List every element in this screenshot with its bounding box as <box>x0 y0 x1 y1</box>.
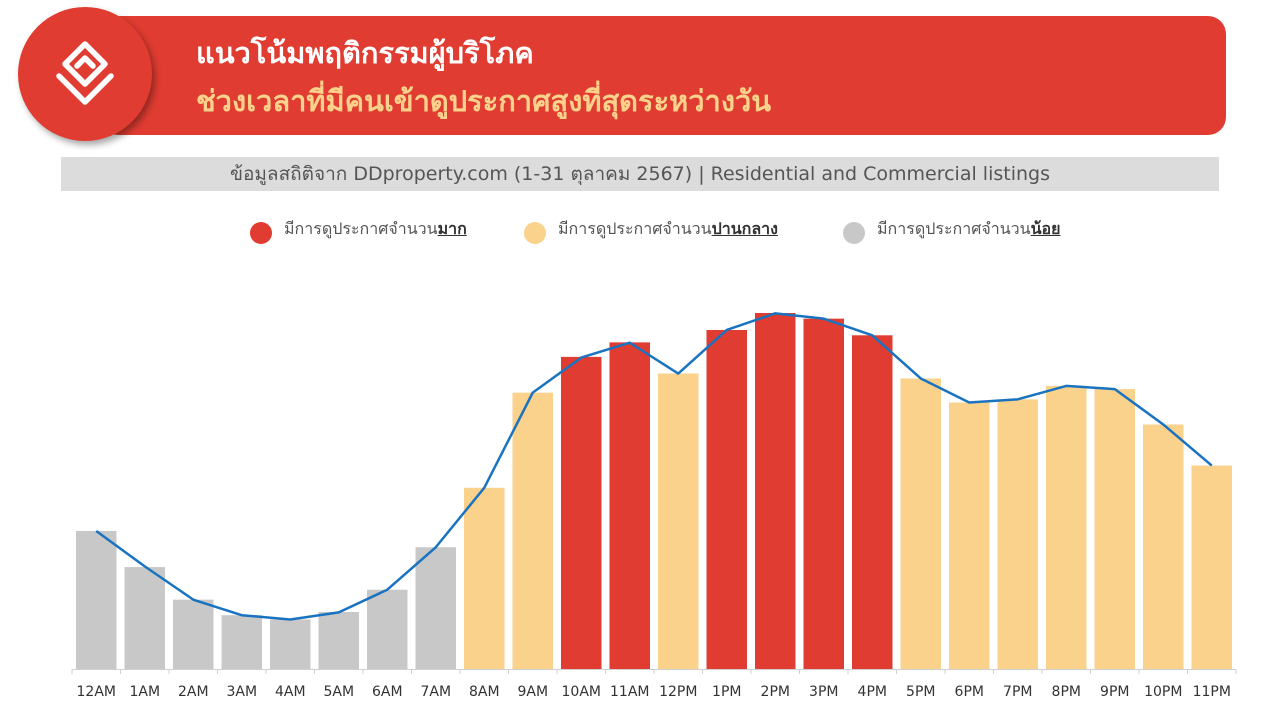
legend-dot-medium <box>524 222 546 244</box>
x-tick-label: 1PM <box>712 684 741 700</box>
bar-7AM <box>415 547 456 669</box>
source-text: ข้อมูลสถิติจาก DDproperty.com (1-31 ตุลา… <box>230 163 1050 185</box>
bar-7PM <box>997 399 1038 669</box>
x-tick-label: 7PM <box>1003 684 1032 700</box>
trend-line <box>95 312 1213 621</box>
x-tick-label: 6PM <box>955 684 984 700</box>
legend-label-bold: น้อย <box>1030 218 1061 238</box>
bar-9PM <box>1094 389 1135 669</box>
logo-badge <box>18 7 152 141</box>
bar-6AM <box>367 589 408 669</box>
legend-dot-high <box>250 222 272 244</box>
source-note: ข้อมูลสถิติจาก DDproperty.com (1-31 ตุลา… <box>61 157 1219 191</box>
bar-5PM <box>900 378 941 669</box>
bar-2PM <box>755 313 796 669</box>
bar-1AM <box>124 567 165 669</box>
legend-label-prefix: มีการดูประกาศจำนวน <box>284 218 438 238</box>
header-banner <box>100 16 1226 135</box>
x-tick-label: 9AM <box>517 684 548 700</box>
bar-11PM <box>1191 465 1232 669</box>
legend-dot-low <box>843 222 865 244</box>
x-tick-label: 3AM <box>226 684 257 700</box>
bar-3PM <box>803 318 844 669</box>
legend-item-low: มีการดูประกาศจำนวน น้อย <box>843 214 1061 244</box>
bar-4PM <box>852 335 893 669</box>
bar-6PM <box>949 402 990 669</box>
bar-4AM <box>270 619 311 669</box>
x-tick-label: 4PM <box>858 684 887 700</box>
legend-label-bold: มาก <box>437 218 467 238</box>
x-tick-label: 7AM <box>420 684 451 700</box>
bar-11AM <box>609 342 650 669</box>
legend-item-high: มีการดูประกาศจำนวน มาก <box>250 214 467 244</box>
x-tick-label: 9PM <box>1100 684 1129 700</box>
x-tick-label: 11PM <box>1193 684 1231 700</box>
page-title: แนวโน้มพฤติกรรมผู้บริโภค <box>196 36 534 70</box>
x-tick-label: 6AM <box>372 684 403 700</box>
page-subtitle: ช่วงเวลาที่มีคนเข้าดูประกาศสูงที่สุดระหว… <box>196 84 772 118</box>
legend-label-prefix: มีการดูประกาศจำนวน <box>877 218 1031 238</box>
bar-5AM <box>318 612 359 669</box>
x-tick-label: 11AM <box>610 684 649 700</box>
bar-12PM <box>658 373 699 669</box>
x-tick-label: 12PM <box>659 684 697 700</box>
x-tick-label: 8PM <box>1052 684 1081 700</box>
bar-1PM <box>706 329 747 669</box>
x-tick-label: 5AM <box>323 684 354 700</box>
bar-8PM <box>1046 385 1087 669</box>
x-tick-label: 10AM <box>562 684 601 700</box>
legend-label-bold: ปานกลาง <box>711 218 778 238</box>
x-tick-label: 1AM <box>129 684 160 700</box>
bar-8AM <box>464 487 505 669</box>
legend-item-medium: มีการดูประกาศจำนวน ปานกลาง <box>524 214 778 244</box>
x-tick-label: 2AM <box>178 684 209 700</box>
bar-2AM <box>173 599 214 669</box>
x-tick-label: 3PM <box>809 684 838 700</box>
x-tick-label: 8AM <box>469 684 500 700</box>
legend-label-prefix: มีการดูประกาศจำนวน <box>558 218 712 238</box>
x-tick-label: 4AM <box>275 684 306 700</box>
bar-10AM <box>561 356 602 669</box>
x-tick-label: 12AM <box>77 684 116 700</box>
bar-9AM <box>512 392 553 669</box>
home-logo-icon <box>56 41 114 105</box>
bar-12AM <box>76 530 117 669</box>
x-tick-label: 2PM <box>761 684 790 700</box>
bar-10PM <box>1143 424 1184 669</box>
x-tick-label: 5PM <box>906 684 935 700</box>
bar-3AM <box>221 615 262 669</box>
x-tick-label: 10PM <box>1144 684 1182 700</box>
